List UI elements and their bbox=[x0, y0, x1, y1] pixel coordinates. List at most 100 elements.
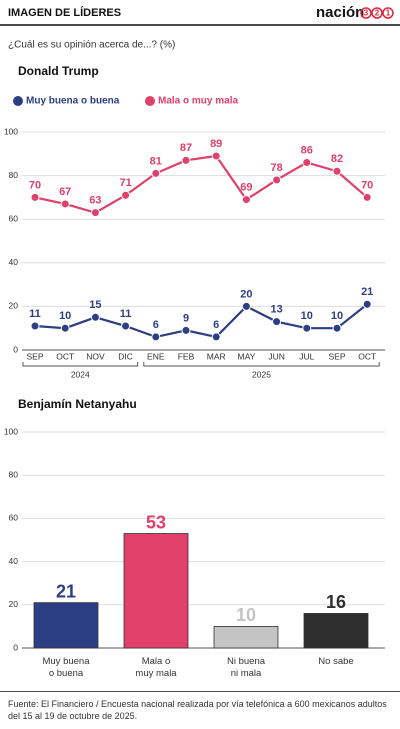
x-tick-label: MAY bbox=[238, 351, 256, 361]
data-label: 81 bbox=[150, 155, 162, 167]
x-tick-label: DIC bbox=[118, 351, 133, 361]
data-label: 11 bbox=[120, 308, 132, 320]
data-point bbox=[151, 332, 161, 342]
data-label: 82 bbox=[331, 153, 343, 165]
data-label: 15 bbox=[89, 299, 101, 311]
x-tick-label: No sabe bbox=[318, 656, 353, 667]
data-label: 89 bbox=[210, 138, 222, 150]
x-tick-label: Muy buena o buena bbox=[42, 656, 90, 679]
data-label: 71 bbox=[119, 177, 131, 189]
data-point bbox=[211, 151, 221, 161]
data-point bbox=[332, 323, 342, 333]
data-label: 87 bbox=[180, 142, 192, 154]
y-tick-label: 20 bbox=[9, 301, 19, 311]
logo-digit: 2 bbox=[375, 9, 380, 18]
data-point bbox=[211, 332, 221, 342]
data-point bbox=[121, 190, 131, 200]
x-tick-label: JUN bbox=[268, 351, 285, 361]
y-tick-label: 100 bbox=[4, 126, 18, 136]
bar bbox=[303, 613, 369, 649]
y-tick-label: 80 bbox=[9, 170, 19, 180]
logo-circle bbox=[360, 7, 372, 19]
infographic: IMAGEN DE LÍDERES nación ¿Cuál es su opi… bbox=[0, 4, 400, 693]
data-point bbox=[90, 312, 100, 322]
data-label: 70 bbox=[361, 179, 373, 191]
y-tick-label: 100 bbox=[4, 426, 18, 436]
data-point bbox=[362, 192, 372, 202]
x-tick-label: OCT bbox=[56, 351, 74, 361]
data-point bbox=[60, 199, 70, 209]
bar bbox=[33, 602, 99, 649]
x-tick-label: NOV bbox=[86, 351, 105, 361]
data-label: 11 bbox=[29, 308, 41, 320]
y-tick-label: 40 bbox=[9, 257, 19, 267]
data-point bbox=[302, 158, 312, 168]
data-label: 10 bbox=[236, 605, 256, 625]
data-label: 20 bbox=[240, 288, 252, 300]
year-label: 2025 bbox=[252, 369, 271, 379]
series-line bbox=[34, 154, 368, 214]
data-point bbox=[241, 195, 251, 205]
y-tick-label: 0 bbox=[13, 642, 18, 652]
data-point bbox=[272, 175, 282, 185]
data-label: 10 bbox=[331, 310, 343, 322]
data-label: 6 bbox=[153, 319, 159, 331]
data-label: 69 bbox=[240, 181, 252, 193]
y-tick-label: 80 bbox=[9, 469, 19, 479]
year-bracket bbox=[22, 362, 139, 367]
chart-title: Benjamín Netanyahu bbox=[18, 397, 137, 411]
x-tick-label: FEB bbox=[178, 351, 195, 361]
series-line bbox=[34, 303, 368, 339]
chart-title: Donald Trump bbox=[18, 64, 99, 78]
data-point bbox=[272, 317, 282, 327]
data-point bbox=[60, 323, 70, 333]
x-tick-label: ENE bbox=[147, 351, 165, 361]
year-label: 2024 bbox=[71, 369, 90, 379]
data-label: 86 bbox=[301, 144, 313, 156]
data-point bbox=[151, 168, 161, 178]
logo-circle bbox=[371, 7, 383, 19]
data-point bbox=[181, 155, 191, 165]
y-tick-label: 60 bbox=[9, 513, 19, 523]
y-tick-label: 60 bbox=[9, 213, 19, 223]
data-label: 6 bbox=[213, 319, 219, 331]
data-label: 53 bbox=[146, 512, 166, 532]
data-label: 16 bbox=[326, 592, 346, 612]
x-tick-label: SEP bbox=[26, 351, 43, 361]
data-point bbox=[181, 325, 191, 335]
legend-marker bbox=[13, 96, 23, 106]
data-label: 21 bbox=[361, 286, 373, 298]
logo-circle bbox=[382, 7, 394, 19]
data-label: 13 bbox=[270, 304, 282, 316]
data-point bbox=[30, 192, 40, 202]
data-label: 10 bbox=[301, 310, 313, 322]
bar bbox=[123, 533, 189, 649]
data-point bbox=[30, 321, 40, 331]
data-point bbox=[90, 208, 100, 218]
x-tick-label: SEP bbox=[328, 351, 345, 361]
x-tick-label: MAR bbox=[207, 351, 226, 361]
data-label: 21 bbox=[56, 581, 76, 601]
x-tick-label: Mala o muy mala bbox=[135, 656, 177, 679]
legend-marker bbox=[145, 96, 155, 106]
year-bracket bbox=[143, 362, 380, 367]
data-point bbox=[302, 323, 312, 333]
y-tick-label: 20 bbox=[9, 599, 19, 609]
data-label: 78 bbox=[270, 162, 282, 174]
bar bbox=[213, 626, 279, 649]
data-label: 70 bbox=[29, 179, 41, 191]
data-point bbox=[362, 299, 372, 309]
legend-label: Muy buena o buena bbox=[26, 96, 120, 107]
y-tick-label: 0 bbox=[13, 344, 18, 354]
header-title: IMAGEN DE LÍDERES bbox=[8, 6, 121, 19]
subtitle: ¿Cuál es su opinión acerca de...? (%) bbox=[8, 40, 175, 51]
data-label: 9 bbox=[183, 312, 189, 324]
x-tick-label: Ni buena ni mala bbox=[227, 656, 266, 679]
data-label: 67 bbox=[59, 186, 71, 198]
x-tick-label: JUL bbox=[299, 351, 314, 361]
logo: nación bbox=[316, 4, 364, 21]
x-tick-label: OCT bbox=[358, 351, 376, 361]
logo-digit: 1 bbox=[386, 9, 391, 18]
footer: Fuente: El Financiero / Encuesta naciona… bbox=[8, 699, 387, 721]
logo-digit: 3 bbox=[364, 9, 369, 18]
